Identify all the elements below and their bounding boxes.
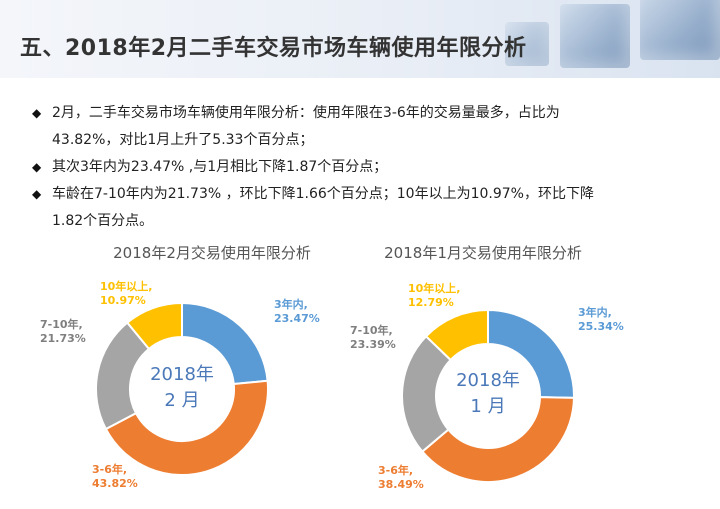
slice-label: 10年以上, 12.79% [408,281,461,309]
slice-category-label: 3年内, [578,305,612,319]
bullet-line: 1.82个百分点。 [52,213,154,229]
slice-label: 7-10年, 23.39% [350,323,396,351]
donut-chart-svg: 2018年2月交易使用年限分析 3年内, 23.47% 3-6年, 43.82% 7-1… [40,244,320,490]
slice-category-label: 10年以上, [408,281,461,295]
donut-slices [401,308,576,483]
decorative-cube [640,0,720,60]
slice-label: 3-6年, 38.49% [378,463,424,491]
bullet-item: ◆ 车龄在7-10年内为21.73% ，环比下降1.66个百分点；10年以上为1… [32,181,692,235]
center-year-label: 2018年 [456,370,520,391]
slice-value-label: 21.73% [40,332,86,345]
slice-value-label: 10.97% [100,294,146,307]
chart-title: 2018年2月交易使用年限分析 [113,244,311,262]
center-month-label: 1 月 [470,396,505,417]
slice-label: 3-6年, 43.82% [92,462,138,490]
center-year-label: 2018年 [150,364,214,385]
chart-title: 2018年1月交易使用年限分析 [384,244,582,262]
slice-label: 3年内, 23.47% [274,297,320,325]
slice-label: 3年内, 25.34% [578,305,624,333]
center-month-label: 2 月 [164,390,199,411]
slice-category-label: 10年以上, [100,279,153,293]
slice-label: 7-10年, 21.73% [40,317,86,345]
bullet-item: ◆ 2月，二手车交易市场车辆使用年限分析：使用年限在3-6年的交易量最多，占比为… [32,100,692,154]
slice-value-label: 38.49% [378,478,424,491]
summary-bullets: ◆ 2月，二手车交易市场车辆使用年限分析：使用年限在3-6年的交易量最多，占比为… [32,100,692,235]
decorative-cube [505,22,549,66]
slice-value-label: 23.47% [274,312,320,325]
slice-value-label: 12.79% [408,296,454,309]
slice-label: 10年以上, 10.97% [100,279,153,307]
bullet-line: 43.82%，对比1月上升了5.33个百分点； [52,132,314,148]
diamond-bullet-icon: ◆ [32,187,42,201]
slice-labels: 3年内, 25.34%3-6年, 38.49%7-10年, 23.39%10年以上, 1… [350,281,624,491]
bullet-line: 其次3年内为23.47% ,与1月相比下降1.87个百分点； [52,159,388,175]
slice-category-label: 3-6年, [92,462,127,476]
slice-category-label: 7-10年, [40,317,83,331]
bullet-line: 车龄在7-10年内为21.73% ，环比下降1.66个百分点；10年以上为10.… [52,186,594,202]
slice-3-to-6-years [420,396,576,483]
slice-value-label: 43.82% [92,477,138,490]
bullet-line: 2月，二手车交易市场车辆使用年限分析：使用年限在3-6年的交易量最多，占比为 [52,105,560,121]
page-title: 五、2018年2月二手车交易市场车辆使用年限分析 [20,36,527,61]
donut-chart-january: 2018年1月交易使用年限分析 3年内, 25.34% 3-6年, 38.49% 7-1… [318,236,658,509]
decorative-cube [560,4,630,68]
slice-category-label: 7-10年, [350,323,393,337]
slice-over-10-years [424,308,489,362]
slice-category-label: 3年内, [274,297,308,311]
slice-3-to-6-years [104,379,269,476]
slice-value-label: 23.39% [350,338,396,351]
donut-slices [95,301,269,476]
bullet-item: ◆ 其次3年内为23.47% ,与1月相比下降1.87个百分点； [32,154,692,181]
diamond-bullet-icon: ◆ [32,160,42,174]
slice-value-label: 25.34% [578,320,624,333]
slice-labels: 3年内, 23.47% 3-6年, 43.82% 7-10年, 21.73% 10年以上, 1… [40,279,320,490]
donut-chart-february: 2018年2月交易使用年限分析 3年内, 23.47% 3-6年, 43.82% 7-1… [12,236,352,509]
diamond-bullet-icon: ◆ [32,106,42,120]
donut-chart-svg: 2018年1月交易使用年限分析 3年内, 25.34% 3-6年, 38.49% 7-1… [350,244,624,491]
header-banner [0,0,720,78]
slice-category-label: 3-6年, [378,463,413,477]
slice-over-10-years [125,301,183,351]
